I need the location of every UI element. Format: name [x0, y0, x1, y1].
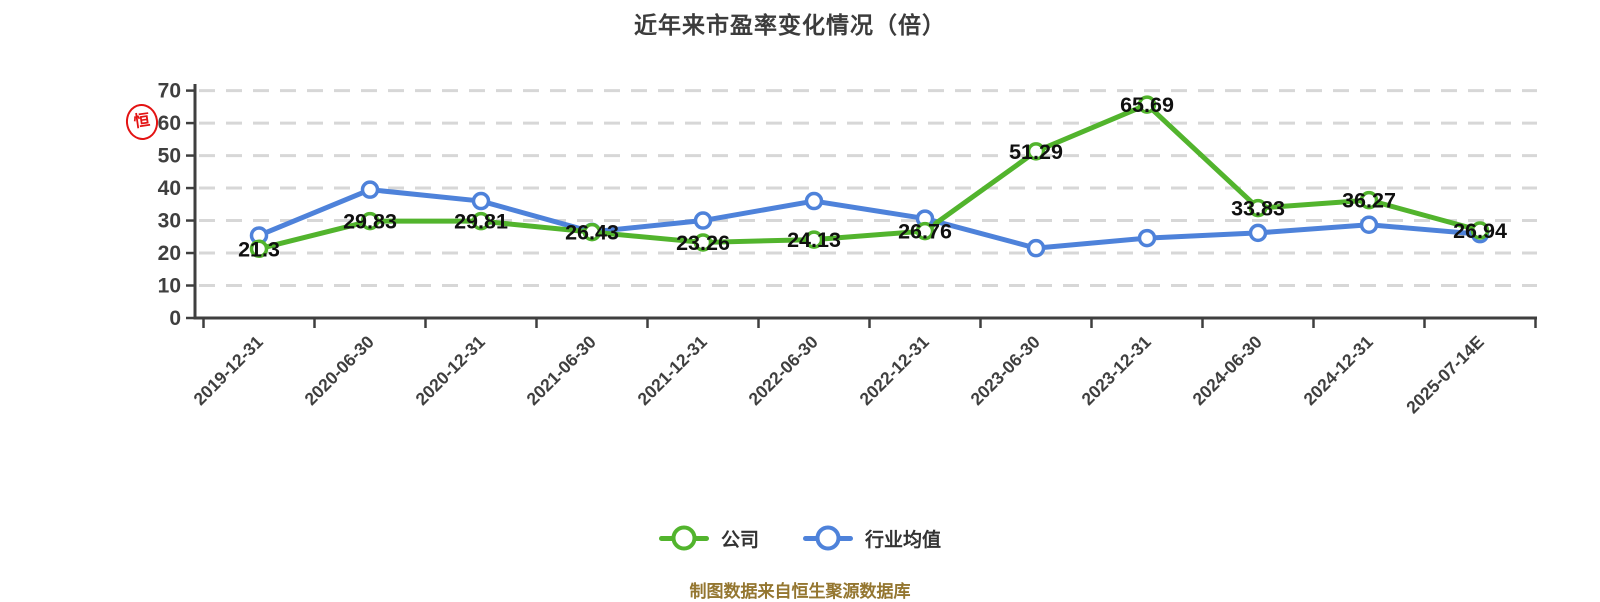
value-label-2022-06-30: 24.13 [787, 228, 841, 252]
data-point-行业均值-2022-06-30[interactable] [804, 191, 824, 211]
data-point-公司-2024-06-30[interactable] [1248, 198, 1268, 218]
data-point-公司-2020-06-30[interactable] [360, 211, 380, 231]
value-label-2024-06-30: 33.83 [1231, 197, 1285, 221]
legend-label: 行业均值 [865, 529, 942, 551]
y-tick-label-0: 0 [169, 307, 181, 330]
data-point-公司-2020-12-31[interactable] [471, 211, 491, 231]
y-tick-label-50: 50 [158, 145, 181, 168]
data-point-行业均值-2024-12-31[interactable] [1359, 215, 1379, 235]
y-tick-label-30: 30 [158, 210, 181, 233]
data-point-公司-2024-12-31[interactable] [1359, 190, 1379, 210]
x-category-label-2023-06-30: 2023-06-30 [966, 332, 1044, 410]
value-label-2021-06-30: 26.43 [565, 221, 619, 245]
data-point-公司-2022-12-31[interactable] [915, 221, 935, 241]
data-point-公司-2022-06-30[interactable] [804, 230, 824, 249]
data-point-公司-2019-12-31[interactable] [249, 239, 269, 259]
y-tick-label-70: 70 [158, 80, 181, 103]
y-tick-label-40: 40 [158, 177, 181, 200]
value-label-2020-12-31: 29.81 [454, 210, 508, 234]
data-point-公司-2021-06-30[interactable] [582, 222, 602, 242]
chart-title: 近年来市盈率变化情况（倍） [634, 12, 946, 38]
x-category-label-2024-12-31: 2024-12-31 [1299, 332, 1377, 410]
x-category-label-2022-06-30: 2022-06-30 [744, 332, 822, 410]
series-line-公司 [256, 102, 1483, 252]
value-label-2019-12-31: 21.3 [238, 237, 280, 261]
value-label-2020-06-30: 29.83 [343, 210, 397, 234]
x-category-label-2025-07-14E: 2025-07-14E [1402, 332, 1488, 418]
data-point-行业均值-2023-06-30[interactable] [1026, 238, 1046, 258]
data-point-公司-2025-07-14E[interactable] [1470, 221, 1490, 240]
data-point-行业均值-2024-06-30[interactable] [1248, 223, 1268, 243]
legend-item-行业均值[interactable]: 行业均值 [803, 525, 941, 552]
y-tick-label-10: 10 [158, 275, 181, 298]
x-category-label-2020-06-30: 2020-06-30 [300, 332, 378, 410]
legend-marker-dot-icon [671, 525, 697, 551]
y-tick-label-60: 60 [158, 112, 181, 135]
x-category-label-2019-12-31: 2019-12-31 [189, 332, 267, 410]
x-category-label-2022-12-31: 2022-12-31 [855, 332, 933, 410]
legend-item-公司[interactable]: 公司 [658, 525, 759, 552]
x-category-label-2024-06-30: 2024-06-30 [1188, 332, 1266, 410]
data-point-行业均值-2021-12-31[interactable] [693, 211, 713, 230]
data-point-公司-2023-12-31[interactable] [1137, 95, 1157, 114]
legend-marker-icon [803, 525, 853, 551]
legend-marker-icon [658, 525, 709, 551]
data-point-行业均值-2020-12-31[interactable] [471, 191, 491, 211]
value-label-2024-12-31: 36.27 [1342, 189, 1396, 213]
legend-marker-dot-icon [815, 525, 841, 551]
value-label-2025-07-14E: 26.94 [1453, 219, 1507, 243]
data-point-行业均值-2023-12-31[interactable] [1137, 228, 1157, 248]
data-point-公司-2021-12-31[interactable] [693, 233, 713, 252]
value-label-2023-12-31: 65.69 [1120, 93, 1174, 117]
x-category-label-2021-12-31: 2021-12-31 [633, 332, 711, 410]
series-line-行业均值 [256, 187, 1483, 251]
value-label-2022-12-31: 26.76 [898, 220, 952, 244]
data-point-行业均值-2020-06-30[interactable] [360, 180, 380, 199]
y-tick-label-20: 20 [158, 242, 181, 265]
legend: 公司 行业均值 [0, 514, 1600, 562]
value-label-2023-06-30: 51.29 [1009, 140, 1063, 164]
legend-label: 公司 [720, 529, 759, 551]
data-point-公司-2023-06-30[interactable] [1026, 142, 1046, 161]
x-category-label-2023-12-31: 2023-12-31 [1077, 332, 1155, 410]
x-category-label-2021-06-30: 2021-06-30 [522, 332, 600, 410]
x-category-label-2020-12-31: 2020-12-31 [411, 332, 489, 410]
value-label-2021-12-31: 23.26 [676, 231, 730, 255]
data-source-note: 制图数据来自恒生聚源数据库 [689, 582, 911, 601]
